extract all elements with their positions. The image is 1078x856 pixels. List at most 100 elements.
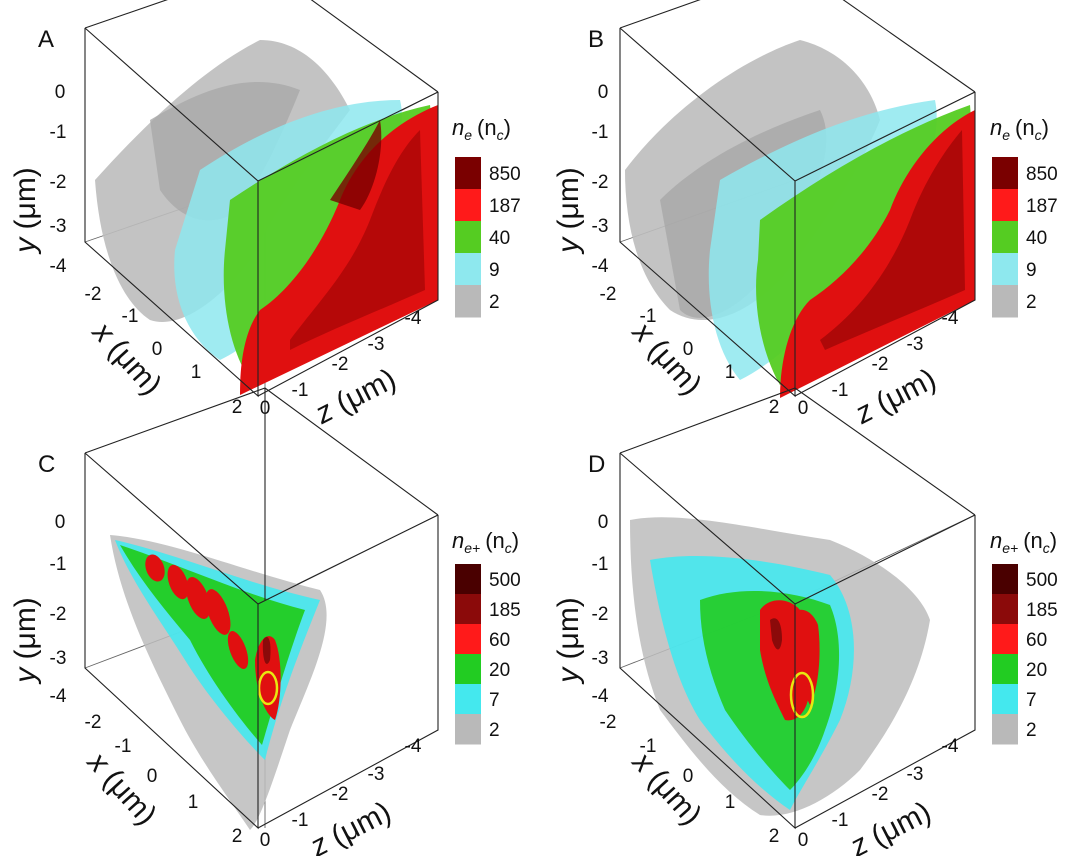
y-tick: -1: [592, 554, 609, 575]
colorbar-title: ne+ (nc): [990, 528, 1057, 556]
x-tick: -2: [85, 712, 102, 733]
z-axis-label: z (μm): [309, 362, 401, 431]
colorbar-swatch: [455, 285, 481, 318]
y-axis-c: 0 -1 -2 -3 -4 y (μm): [9, 512, 67, 707]
colorbar-c: ne+ (nc) 500 185 60 20 7 2: [452, 528, 521, 745]
y-axis-label: y (μm): [552, 167, 585, 255]
z-tick: -3: [368, 764, 385, 785]
highlight-ellipse: [257, 670, 279, 706]
y-tick: -4: [50, 256, 67, 277]
y-tick: -2: [592, 604, 609, 625]
z-tick: -3: [368, 334, 385, 355]
y-tick: -4: [592, 256, 609, 277]
colorbar-label: 187: [489, 196, 521, 217]
y-tick: -3: [592, 216, 609, 237]
bounding-box-front: [84, 0, 439, 398]
z-tick: -4: [405, 308, 422, 329]
colorbar-swatch: [992, 594, 1018, 625]
colorbar-b: ne (nc) 850 187 40 9 2: [990, 115, 1058, 318]
y-tick: -1: [50, 122, 67, 143]
colorbar-swatch: [992, 221, 1018, 254]
colorbar-label: 20: [1026, 660, 1047, 681]
x-axis-label: x (μm): [625, 744, 708, 831]
colorbar-swatch: [455, 654, 481, 685]
y-tick: -3: [592, 648, 609, 669]
colorbar-label: 9: [489, 260, 500, 281]
x-tick: 1: [188, 792, 199, 813]
colorbar-swatch: [992, 624, 1018, 655]
y-axis-a: 0 -1 -2 -3 -4 y (μm): [9, 82, 67, 277]
y-tick: -3: [50, 648, 67, 669]
colorbar-label: 40: [1026, 228, 1047, 249]
z-tick: 0: [260, 830, 271, 851]
z-tick: -2: [872, 354, 889, 375]
x-tick: -2: [600, 284, 617, 305]
x-tick: -2: [600, 712, 617, 733]
panel-letter-b: B: [588, 26, 604, 53]
colorbar-swatch: [455, 624, 481, 655]
colorbar-label: 9: [1026, 260, 1037, 281]
colorbar-swatch: [455, 594, 481, 625]
colorbar-a: ne (nc) 850 187 40 9 2: [452, 115, 521, 318]
z-tick: -1: [832, 810, 849, 831]
colorbar-label: 185: [1026, 600, 1058, 621]
panel-letter-d: D: [588, 451, 605, 478]
bounding-box-front: [84, 387, 439, 830]
colorbar-swatch: [992, 654, 1018, 685]
colorbar-label: 60: [489, 630, 510, 651]
z-tick: -2: [332, 354, 349, 375]
colorbar-label: 20: [489, 660, 510, 681]
panel-a: A 0 -1 -2 -3: [9, 0, 521, 431]
colorbar-label: 2: [1026, 292, 1037, 313]
y-tick: -3: [50, 216, 67, 237]
x-tick: -1: [640, 736, 657, 757]
colorbar-swatch: [992, 157, 1018, 190]
x-tick: -1: [122, 306, 139, 327]
z-axis-label: z (μm): [849, 362, 941, 431]
x-tick: 2: [232, 397, 243, 418]
bounding-box-front: [619, 387, 976, 830]
colorbar-label: 500: [1026, 570, 1058, 591]
colorbar-label: 185: [489, 600, 521, 621]
panel-b: B 0 -1 -2 -3 -4 y (μm) -: [552, 0, 1058, 431]
x-tick: 1: [725, 792, 736, 813]
y-axis-label: y (μm): [9, 167, 42, 255]
colorbar-swatch: [455, 564, 481, 595]
x-tick: -1: [640, 306, 657, 327]
colorbar-title: ne (nc): [452, 115, 511, 143]
x-tick: 0: [152, 339, 163, 360]
colorbar-title: ne (nc): [990, 115, 1049, 143]
y-axis-b: 0 -1 -2 -3 -4 y (μm): [552, 82, 609, 277]
x-tick: 2: [769, 826, 780, 847]
y-tick: -4: [592, 686, 609, 707]
colorbar-swatch: [992, 684, 1018, 715]
z-axis-c: 0 -1 -2 -3 -4 z (μm): [260, 736, 422, 856]
colorbar-swatch: [992, 714, 1018, 745]
x-tick: 1: [191, 362, 202, 383]
colorbar-swatch: [992, 253, 1018, 286]
density-isosurfaces-b: [625, 40, 975, 398]
colorbar-label: 7: [1026, 690, 1037, 711]
colorbar-swatch: [992, 285, 1018, 318]
z-tick: -4: [942, 308, 959, 329]
colorbar-swatch: [992, 189, 1018, 222]
colorbar-label: 40: [489, 228, 510, 249]
y-tick: -2: [50, 604, 67, 625]
z-tick: -2: [872, 784, 889, 805]
colorbar-d: ne+ (nc) 500 185 60 20 7 2: [990, 528, 1058, 745]
x-tick: -2: [85, 284, 102, 305]
z-tick: -3: [907, 334, 924, 355]
z-axis-label: z (μm): [844, 795, 936, 856]
highlight-ellipse: [789, 671, 815, 719]
y-axis-d: 0 -1 -2 -3 -4 y (μm): [552, 512, 609, 707]
panel-letter-a: A: [38, 26, 54, 53]
density-isosurfaces-c: [110, 535, 327, 830]
colorbar-label: 187: [1026, 196, 1058, 217]
colorbar-label: 7: [489, 690, 500, 711]
colorbar-swatch: [455, 157, 481, 190]
x-tick: 2: [232, 826, 243, 847]
z-tick: -4: [942, 736, 959, 757]
z-tick: -4: [405, 736, 422, 757]
z-tick: -1: [292, 810, 309, 831]
